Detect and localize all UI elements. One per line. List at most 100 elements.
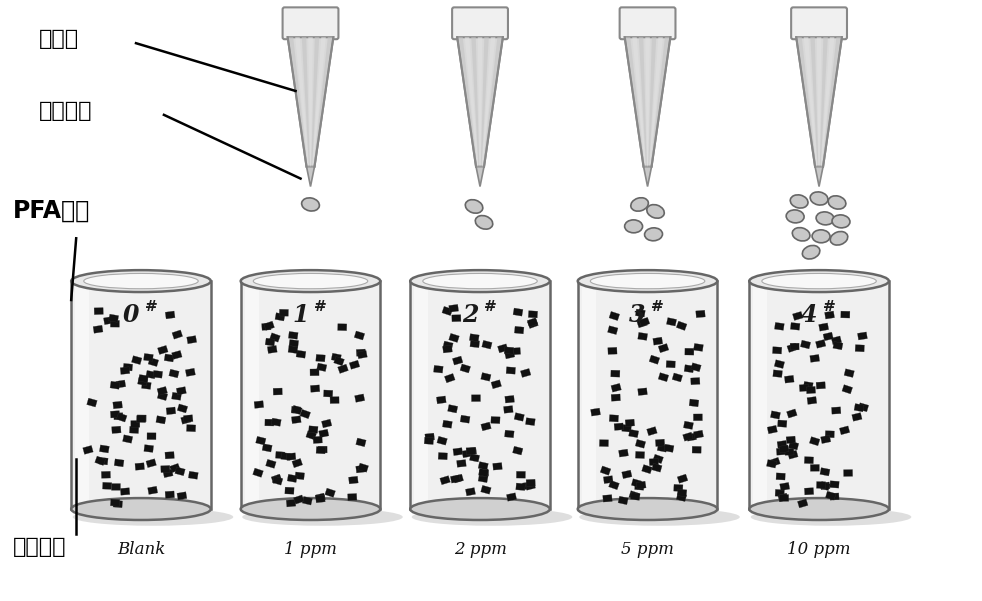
Text: 2: 2	[462, 303, 478, 327]
Ellipse shape	[802, 245, 820, 259]
Polygon shape	[815, 166, 823, 186]
Bar	[780, 483, 790, 490]
Text: 0: 0	[123, 303, 139, 327]
Bar	[440, 475, 451, 485]
Polygon shape	[459, 37, 477, 166]
Bar	[110, 499, 120, 506]
Bar	[628, 490, 639, 500]
Bar	[410, 281, 550, 509]
Bar	[172, 392, 182, 400]
Bar	[437, 436, 448, 445]
Bar	[163, 469, 173, 478]
Bar	[777, 448, 786, 455]
Bar	[300, 409, 310, 419]
Bar	[505, 350, 515, 359]
Bar	[636, 319, 647, 328]
Bar	[145, 370, 156, 379]
Bar	[611, 370, 620, 377]
Bar	[292, 416, 301, 424]
Text: 1 ppm: 1 ppm	[284, 541, 337, 558]
Bar	[302, 496, 312, 505]
Bar	[637, 332, 648, 340]
Bar	[273, 388, 282, 395]
Bar	[187, 335, 196, 344]
Bar	[443, 420, 453, 428]
Ellipse shape	[644, 228, 663, 241]
Bar	[599, 440, 609, 447]
Polygon shape	[481, 37, 489, 166]
Bar	[649, 355, 660, 364]
Bar	[851, 413, 862, 421]
Bar	[355, 394, 364, 402]
Bar	[666, 361, 676, 368]
Bar	[479, 469, 489, 477]
Bar	[513, 308, 523, 316]
Bar	[844, 469, 852, 477]
Bar	[141, 382, 151, 389]
Bar	[164, 354, 174, 362]
Bar	[830, 493, 840, 500]
Bar	[511, 347, 520, 355]
Bar	[338, 324, 347, 331]
Bar	[785, 448, 794, 456]
Bar	[86, 398, 97, 407]
Bar	[525, 481, 535, 490]
Ellipse shape	[762, 273, 876, 288]
Bar	[95, 456, 105, 465]
Bar	[809, 437, 820, 446]
Bar	[170, 463, 181, 473]
Bar	[109, 314, 119, 322]
Bar	[527, 318, 538, 327]
Bar	[641, 465, 652, 474]
Bar	[636, 481, 646, 489]
Bar	[854, 404, 864, 412]
Bar	[507, 493, 517, 501]
Bar	[165, 311, 175, 319]
Ellipse shape	[83, 273, 198, 288]
Bar	[652, 463, 662, 472]
Bar	[785, 376, 794, 383]
Polygon shape	[482, 37, 495, 166]
Bar	[292, 405, 302, 415]
Bar	[517, 471, 525, 478]
Bar	[269, 333, 280, 342]
Bar	[505, 395, 515, 403]
Bar	[515, 413, 524, 421]
Bar	[779, 445, 789, 453]
Bar	[264, 321, 274, 331]
Bar	[245, 281, 258, 509]
Ellipse shape	[241, 498, 380, 520]
Bar	[788, 450, 798, 459]
Ellipse shape	[630, 198, 648, 211]
Bar	[110, 410, 120, 418]
Bar	[442, 307, 453, 316]
Bar	[424, 437, 434, 445]
Bar	[516, 483, 525, 490]
Bar	[478, 474, 488, 483]
Bar	[350, 360, 359, 369]
Bar	[773, 347, 782, 354]
Bar	[609, 415, 619, 422]
Bar	[677, 321, 687, 331]
Bar	[113, 401, 123, 409]
Bar	[600, 466, 611, 475]
Bar	[443, 345, 453, 353]
Bar	[355, 465, 365, 473]
Bar	[478, 469, 488, 477]
Polygon shape	[797, 37, 816, 166]
Bar	[453, 448, 463, 456]
Bar	[678, 474, 687, 483]
Bar	[806, 386, 816, 394]
Bar	[313, 436, 322, 444]
Bar	[285, 487, 295, 494]
Ellipse shape	[816, 212, 834, 225]
Bar	[469, 334, 479, 342]
Polygon shape	[821, 37, 835, 166]
Bar	[137, 377, 147, 386]
FancyBboxPatch shape	[791, 7, 847, 39]
Bar	[295, 472, 304, 480]
Ellipse shape	[792, 228, 810, 241]
Bar	[786, 436, 795, 444]
Bar	[267, 346, 277, 353]
Bar	[287, 453, 296, 460]
